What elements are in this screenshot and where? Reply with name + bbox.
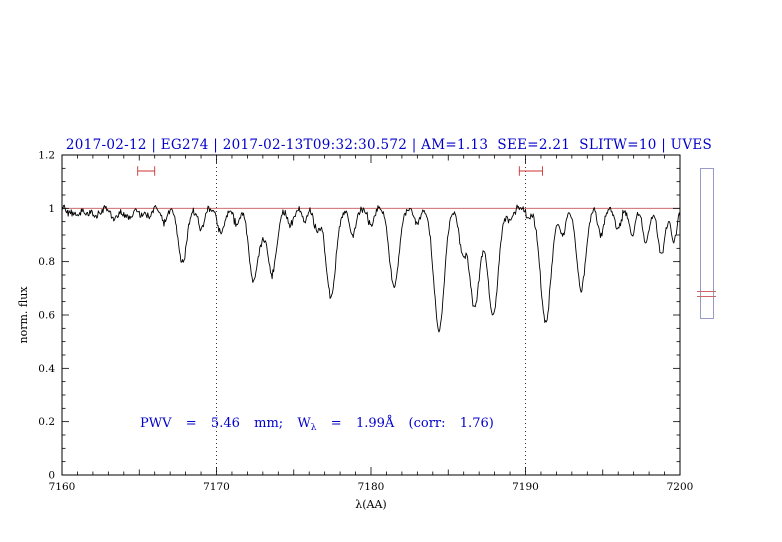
- plot-title: 2017-02-12 | EG274 | 2017-02-13T09:32:30…: [66, 137, 712, 153]
- x-tick-label: 7180: [358, 481, 385, 493]
- y-tick-label: 0.2: [38, 416, 55, 428]
- axis-ticks: [61, 154, 681, 476]
- y-tick-label: 1.2: [38, 150, 55, 162]
- spectrum-trace: [61, 204, 681, 333]
- side-widget: [697, 168, 716, 319]
- x-tick-label: 7170: [203, 481, 230, 493]
- x-axis-label: λ(AA): [355, 498, 386, 511]
- y-tick-label: 1: [48, 203, 55, 215]
- lambda-subscript: λ: [311, 423, 317, 433]
- pwv-annotation: PWV = 5.46 mm; Wλ = 1.99Å (corr: 1.76): [140, 415, 494, 433]
- y-tick-label: 0.6: [38, 310, 55, 322]
- band-marker: [518, 166, 543, 176]
- pwv-annotation-prefix: PWV = 5.46 mm; W: [140, 416, 311, 431]
- x-tick-label: 7200: [667, 481, 694, 493]
- side-widget-box: [700, 168, 714, 319]
- y-tick-label: 0.4: [38, 363, 55, 375]
- y-axis-label: norm. flux: [17, 286, 30, 344]
- band-marker: [137, 166, 156, 176]
- x-tick-label: 7190: [512, 481, 539, 493]
- tick-labels: 7160 7170 7180 7190 7200 0 0.2 0.4 0.6 0.8 1 1.2: [38, 150, 693, 494]
- x-tick-label: 7160: [49, 481, 76, 493]
- y-tick-label: 0.8: [38, 256, 55, 268]
- y-tick-label: 0: [48, 470, 55, 482]
- pwv-annotation-suffix: = 1.99Å (corr: 1.76): [317, 415, 494, 431]
- plot-area: 7160 7170 7180 7190 7200 0 0.2 0.4 0.6 0.8 1 1.2: [38, 150, 693, 494]
